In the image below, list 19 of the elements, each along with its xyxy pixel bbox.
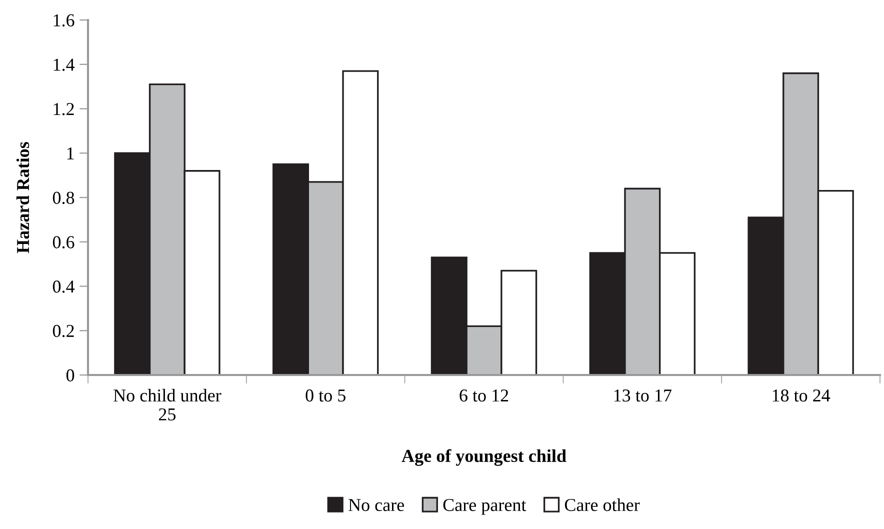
y-tick-label: 1.6 bbox=[54, 14, 74, 27]
y-tick-label: 0.6 bbox=[52, 236, 74, 248]
legend-label: Care other bbox=[564, 498, 640, 512]
x-tick-label: 0 to 5 bbox=[306, 389, 346, 402]
x-tick-label: 13 to 17 bbox=[614, 389, 672, 402]
legend-label: Care parent bbox=[443, 498, 526, 515]
y-tick-label: 0.8 bbox=[52, 192, 74, 204]
y-tick-label: 0.4 bbox=[52, 280, 75, 293]
y-tick-label: 1.2 bbox=[54, 103, 74, 116]
y-tick-label: 1.4 bbox=[54, 58, 75, 71]
legend-label: No care bbox=[348, 499, 404, 512]
y-tick-label: 0 bbox=[66, 369, 74, 382]
y-tick-label: 1 bbox=[67, 147, 74, 160]
x-tick-label: No child under 25 bbox=[114, 388, 222, 420]
x-axis-title: Age of youngest child bbox=[402, 449, 566, 466]
x-tick-label: 18 to 24 bbox=[772, 389, 830, 402]
y-tick-label: 0.2 bbox=[52, 324, 74, 338]
x-tick-label: 6 to 12 bbox=[460, 389, 508, 402]
y-axis-title: Hazard Ratios bbox=[16, 142, 30, 254]
